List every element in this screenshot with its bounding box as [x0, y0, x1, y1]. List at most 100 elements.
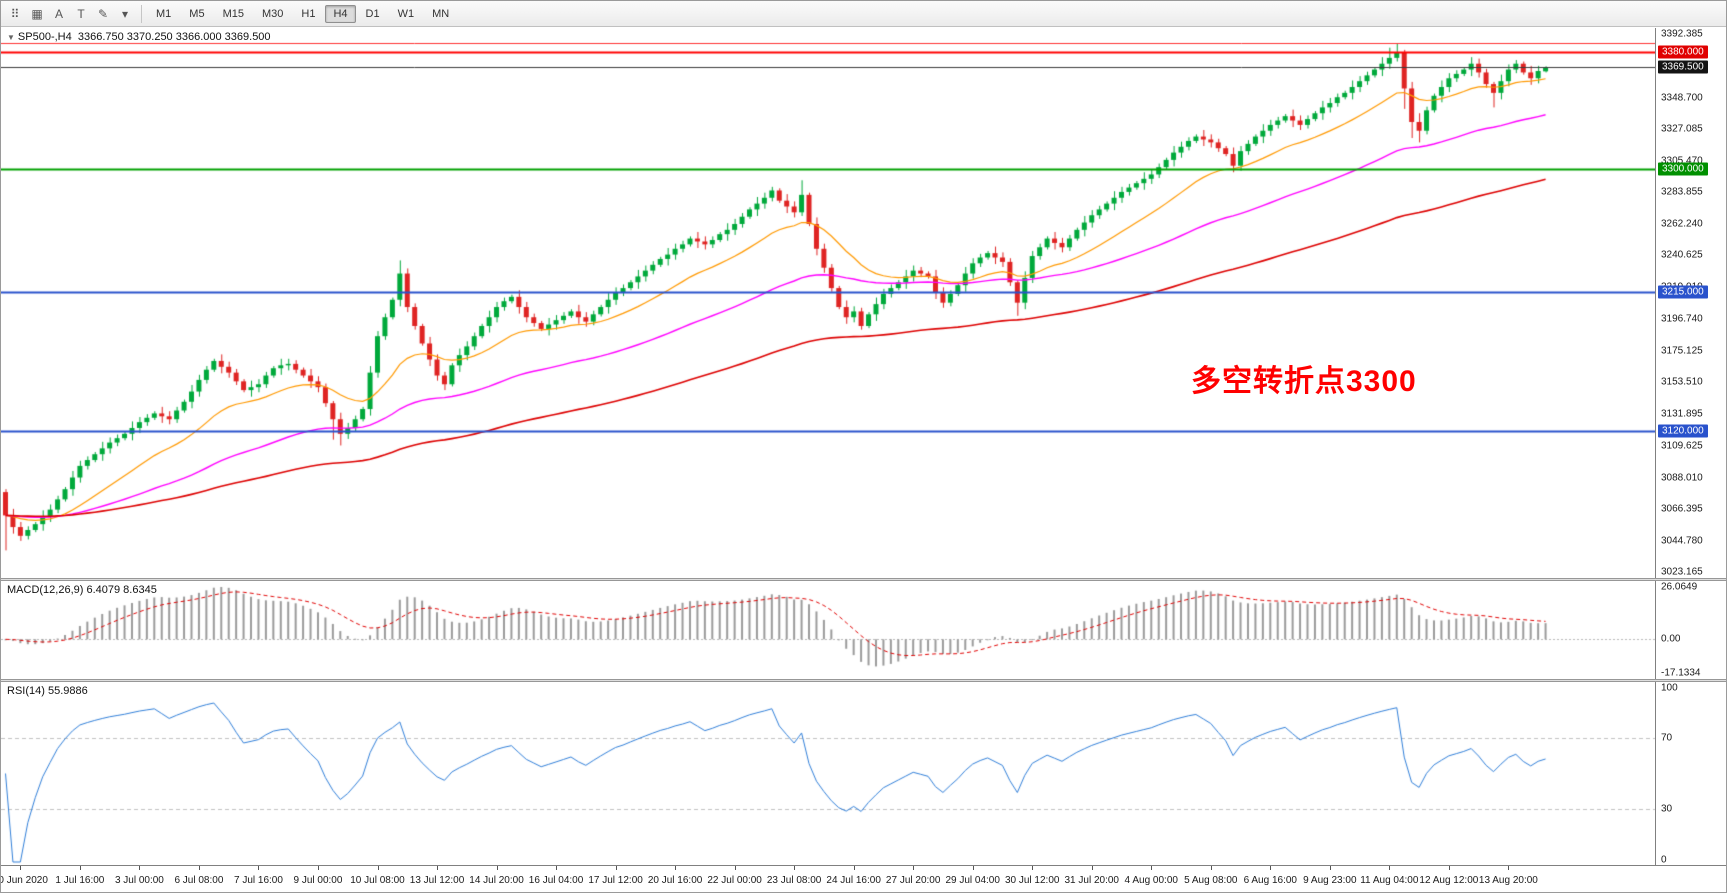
timeframe-button-mn[interactable]: MN [424, 5, 457, 23]
price-tick-label: 3153.510 [1661, 376, 1703, 388]
annotation-text[interactable]: 多空转折点3300 [1191, 365, 1417, 398]
toolbar: ⠿ ▦ A T ✎ ▾ M1 M5 M15 M30 H1 H4 D1 W1 MN [1, 1, 1726, 27]
draw-tool-button[interactable]: ✎ [97, 6, 109, 21]
price-tick-label: 3109.625 [1661, 440, 1703, 452]
time-tick-label: 10 Jul 08:00 [350, 875, 405, 886]
timeframe-button-m15[interactable]: M15 [215, 5, 252, 23]
time-tick-mark [198, 866, 200, 870]
time-tick-mark [972, 866, 974, 870]
price-badge: 3380.000 [1658, 45, 1708, 59]
rsi-plot-area[interactable]: RSI(14) 55.9886 [1, 682, 1656, 865]
time-tick-label: 5 Aug 08:00 [1184, 875, 1238, 886]
macd-label: MACD(12,26,9) 6.4079 8.6345 [7, 584, 157, 596]
panel-splitter[interactable] [1, 679, 1726, 682]
time-tick-label: 12 Aug 12:00 [1419, 875, 1479, 886]
time-tick-mark [1032, 866, 1034, 870]
time-tick-label: 31 Jul 20:00 [1064, 875, 1119, 886]
price-plot-area[interactable]: ▼ SP500-,H4 3366.750 3370.250 3366.000 33… [1, 28, 1656, 578]
time-tick-mark [615, 866, 617, 870]
price-tick-label: 3348.700 [1661, 92, 1703, 104]
chart-collapse-icon[interactable]: ▼ [7, 33, 15, 42]
panel-splitter[interactable] [1, 578, 1726, 581]
price-axis[interactable]: 3392.3853370.7703348.7003327.0853305.470… [1656, 28, 1726, 578]
time-tick-label: 27 Jul 20:00 [885, 875, 941, 886]
time-tick-label: 7 Jul 16:00 [233, 875, 283, 886]
time-tick-label: 3 Jul 00:00 [114, 875, 164, 886]
time-tick-label: 30 Jul 12:00 [1004, 875, 1060, 886]
timeframe-button-d1[interactable]: D1 [358, 5, 388, 23]
timeframe-button-group: M1 M5 M15 M30 H1 H4 D1 W1 MN [148, 4, 457, 23]
price-tick-label: 3175.125 [1661, 345, 1703, 357]
time-tick-label: 24 Jul 16:00 [826, 875, 881, 886]
time-tick-mark [20, 866, 22, 870]
price-badge: 3369.500 [1658, 60, 1708, 74]
time-tick-mark [853, 866, 855, 870]
price-badge: 3300.000 [1658, 162, 1708, 176]
rsi-tick-label: 100 [1661, 682, 1678, 694]
time-tick-mark [1091, 866, 1093, 870]
timeframe-button-h4[interactable]: H4 [325, 4, 356, 23]
timeframe-button-m30[interactable]: M30 [254, 5, 291, 23]
timeframe-button-w1[interactable]: W1 [390, 5, 423, 23]
macd-tick-label: 0.00 [1661, 633, 1681, 645]
price-tick-label: 3131.895 [1661, 408, 1703, 420]
price-tick-label: 3023.165 [1661, 566, 1703, 578]
time-tick-mark [1270, 866, 1272, 870]
new-order-grid-icon[interactable]: ▦ [31, 6, 43, 21]
axis-corner [1656, 865, 1726, 892]
toolbar-drag-handle[interactable]: ⠿ [10, 6, 20, 21]
price-tick-label: 3392.385 [1661, 28, 1703, 40]
chart-title-label: ▼ SP500-,H4 3366.750 3370.250 3366.000 33… [7, 31, 271, 43]
time-tick-label: 13 Jul 12:00 [409, 875, 465, 886]
toolbar-separator [141, 4, 142, 23]
price-tick-label: 3240.625 [1661, 249, 1703, 261]
price-tick-label: 3044.780 [1661, 535, 1703, 546]
chart-window: ▼ SP500-,H4 3366.750 3370.250 3366.000 33… [1, 28, 1726, 892]
time-tick-label: 23 Jul 08:00 [766, 875, 822, 886]
rsi-axis[interactable]: 100 70 30 0 [1656, 682, 1726, 866]
time-tick-label: 1 Jul 16:00 [55, 875, 105, 886]
rsi-tick-label: 70 [1661, 732, 1673, 744]
macd-tick-label: 26.0649 [1661, 581, 1698, 593]
time-tick-label: 9 Aug 23:00 [1303, 875, 1357, 886]
rsi-tick-label: 30 [1661, 803, 1673, 815]
price-tick-label: 3327.085 [1661, 123, 1703, 135]
timeframe-button-h1[interactable]: H1 [293, 5, 323, 23]
time-tick-label: 16 Jul 04:00 [528, 875, 584, 886]
price-tick-label: 3305.470 [1661, 155, 1703, 167]
annotate-a-button[interactable]: A [54, 6, 63, 21]
time-tick-mark [1389, 866, 1391, 870]
chart-ohlc-values: 3366.750 3370.250 3366.000 3369.500 [77, 31, 271, 43]
price-badge: 3215.000 [1658, 285, 1708, 299]
time-tick-mark [79, 866, 81, 870]
price-tick-label: 3066.395 [1661, 503, 1703, 515]
macd-panel: MACD(12,26,9) 6.4079 8.6345 26.0649 0.00 -… [1, 581, 1726, 679]
macd-plot-area[interactable]: MACD(12,26,9) 6.4079 8.6345 [1, 581, 1656, 679]
rsi-panel: RSI(14) 55.9886 100 70 30 0 [1, 682, 1726, 866]
price-tick-label: 3196.740 [1661, 313, 1703, 325]
time-tick-label: 17 Jul 12:00 [588, 875, 643, 886]
macd-axis[interactable]: 26.0649 0.00 -17.1334 [1656, 581, 1726, 679]
time-tick-label: 6 Aug 16:00 [1243, 875, 1297, 886]
rsi-canvas[interactable] [1, 682, 1655, 865]
timeframe-button-m5[interactable]: M5 [181, 5, 212, 23]
timeframe-button-m1[interactable]: M1 [148, 5, 179, 23]
price-chart-canvas[interactable] [1, 28, 1655, 578]
time-tick-label: 30 Jun 2020 [1, 875, 48, 886]
price-badge: 3120.000 [1658, 424, 1708, 438]
tool-dropdown-arrow[interactable]: ▾ [121, 6, 129, 21]
time-tick-mark [675, 866, 677, 870]
time-tick-mark [1151, 866, 1153, 870]
macd-tick-label: -17.1334 [1661, 667, 1701, 679]
time-tick-mark [496, 866, 498, 870]
time-tick-mark [1210, 866, 1212, 870]
time-axis[interactable]: 30 Jun 2020 1 Jul 16:00 3 Jul 00:00 6 Jul 0… [1, 865, 1656, 892]
time-tick-label: 4 Aug 00:00 [1124, 875, 1178, 886]
time-tick-mark [556, 866, 558, 870]
text-tool-button[interactable]: T [77, 6, 85, 21]
rsi-label: RSI(14) 55.9886 [7, 685, 88, 697]
macd-canvas[interactable] [1, 581, 1655, 679]
time-tick-label: 11 Aug 04:00 [1360, 875, 1419, 886]
toolbar-icon-group: ⠿ ▦ A T ✎ ▾ [5, 4, 135, 24]
price-tick-label: 3262.240 [1661, 218, 1703, 230]
